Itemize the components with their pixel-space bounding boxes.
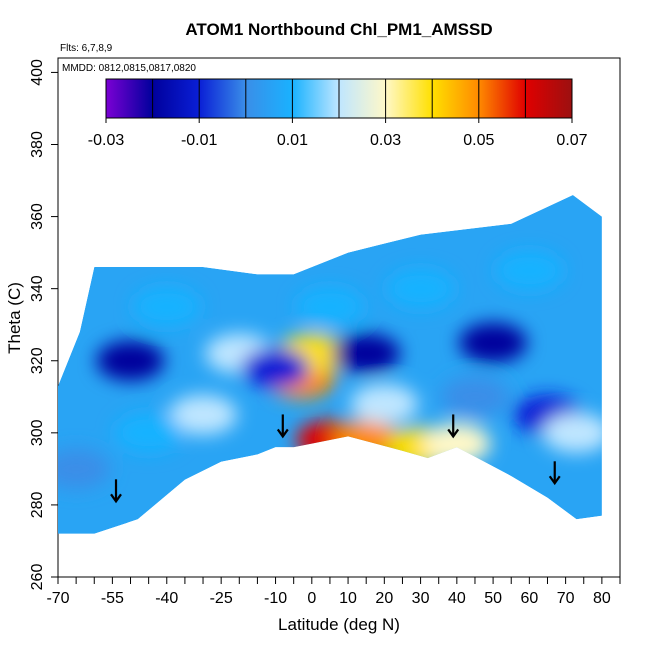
terrain-arrow xyxy=(447,414,460,439)
field-feature xyxy=(132,286,201,327)
colorbar-tick-label: 0.05 xyxy=(463,132,494,149)
terrain-arrow xyxy=(548,461,561,486)
x-tick-label: -70 xyxy=(46,590,69,607)
field-feature xyxy=(295,286,364,327)
x-tick-label: 60 xyxy=(520,590,538,607)
data-field xyxy=(58,195,602,534)
x-tick-label: 30 xyxy=(412,590,430,607)
y-tick-label: 280 xyxy=(29,491,46,518)
field-feature xyxy=(386,268,455,309)
x-tick-label: 10 xyxy=(339,590,357,607)
chart-title: ATOM1 Northbound Chl_PM1_AMSSD xyxy=(185,20,492,39)
colorbar-tick-label: -0.01 xyxy=(181,132,218,149)
colorbar-segment xyxy=(432,79,479,118)
y-tick-label: 400 xyxy=(29,59,46,86)
field-feature xyxy=(542,412,602,453)
x-tick-label: 40 xyxy=(448,590,466,607)
colorbar-segment xyxy=(292,79,339,118)
x-tick-label: 0 xyxy=(307,590,316,607)
colorbar: -0.03 -0.01 0.01 0.03 0.05 0.07 xyxy=(88,78,588,149)
colorbar-segment xyxy=(339,79,386,118)
dates-annotation: MMDD: 0812,0815,0817,0820 xyxy=(62,63,196,74)
field-feature xyxy=(350,384,419,424)
x-tick-label: 70 xyxy=(557,590,575,607)
x-tick-label: 20 xyxy=(375,590,393,607)
x-tick-label: -55 xyxy=(101,590,124,607)
colorbar-segment xyxy=(106,79,153,118)
y-tick-label: 340 xyxy=(29,275,46,302)
field-feature xyxy=(495,250,564,291)
colorbar-segment xyxy=(245,79,293,118)
colorbar-tick-label: 0.01 xyxy=(277,132,308,149)
field-feature xyxy=(169,394,238,435)
colorbar-frame xyxy=(105,78,573,119)
field-feature xyxy=(241,347,310,388)
terrain-arrow xyxy=(276,414,289,439)
x-axis: -70 -55 -40 -25 -10 0 10 20 30 40 50 60 70 80 xyxy=(46,576,621,607)
colorbar-segment xyxy=(385,79,433,118)
field-feature xyxy=(114,412,183,453)
field-feature xyxy=(96,340,165,381)
colorbar-tick-label: -0.03 xyxy=(88,132,125,149)
field-feature xyxy=(332,333,401,374)
x-tick-label: 50 xyxy=(484,590,502,607)
x-tick-label: -10 xyxy=(264,590,287,607)
field-feature xyxy=(58,448,111,489)
colorbar-segment xyxy=(525,79,572,118)
y-axis: 260 280 300 320 340 360 380 400 xyxy=(29,59,58,590)
y-axis-label: Theta (C) xyxy=(5,282,24,354)
colorbar-segment xyxy=(152,79,200,118)
y-tick-label: 360 xyxy=(29,203,46,230)
y-tick-label: 380 xyxy=(29,131,46,158)
terrain-arrows xyxy=(110,414,561,504)
y-tick-label: 320 xyxy=(29,347,46,374)
field-feature xyxy=(459,322,528,363)
colorbar-segment xyxy=(199,79,246,118)
terrain-arrow xyxy=(110,479,122,504)
y-tick-label: 300 xyxy=(29,419,46,446)
x-tick-label: -40 xyxy=(155,590,178,607)
x-tick-label: 80 xyxy=(593,590,611,607)
colorbar-segment xyxy=(478,79,526,118)
x-tick-label: -25 xyxy=(210,590,233,607)
field-feature xyxy=(440,376,509,417)
colorbar-tick-label: 0.03 xyxy=(370,132,401,149)
x-axis-label: Latitude (deg N) xyxy=(278,615,400,634)
y-tick-label: 260 xyxy=(29,564,46,591)
flights-annotation: Flts: 6,7,8,9 xyxy=(60,43,113,54)
colorbar-tick-label: 0.07 xyxy=(556,132,587,149)
